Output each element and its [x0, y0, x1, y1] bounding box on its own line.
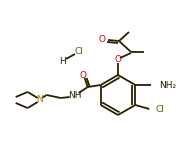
Text: H: H	[60, 57, 66, 66]
Text: O: O	[115, 55, 122, 64]
Text: Cl: Cl	[75, 47, 83, 57]
Text: O: O	[79, 71, 86, 80]
Text: NH: NH	[68, 91, 81, 100]
Text: O: O	[98, 35, 105, 44]
Text: N: N	[36, 95, 43, 104]
Text: NH₂: NH₂	[159, 80, 177, 89]
Text: Cl: Cl	[155, 106, 164, 115]
